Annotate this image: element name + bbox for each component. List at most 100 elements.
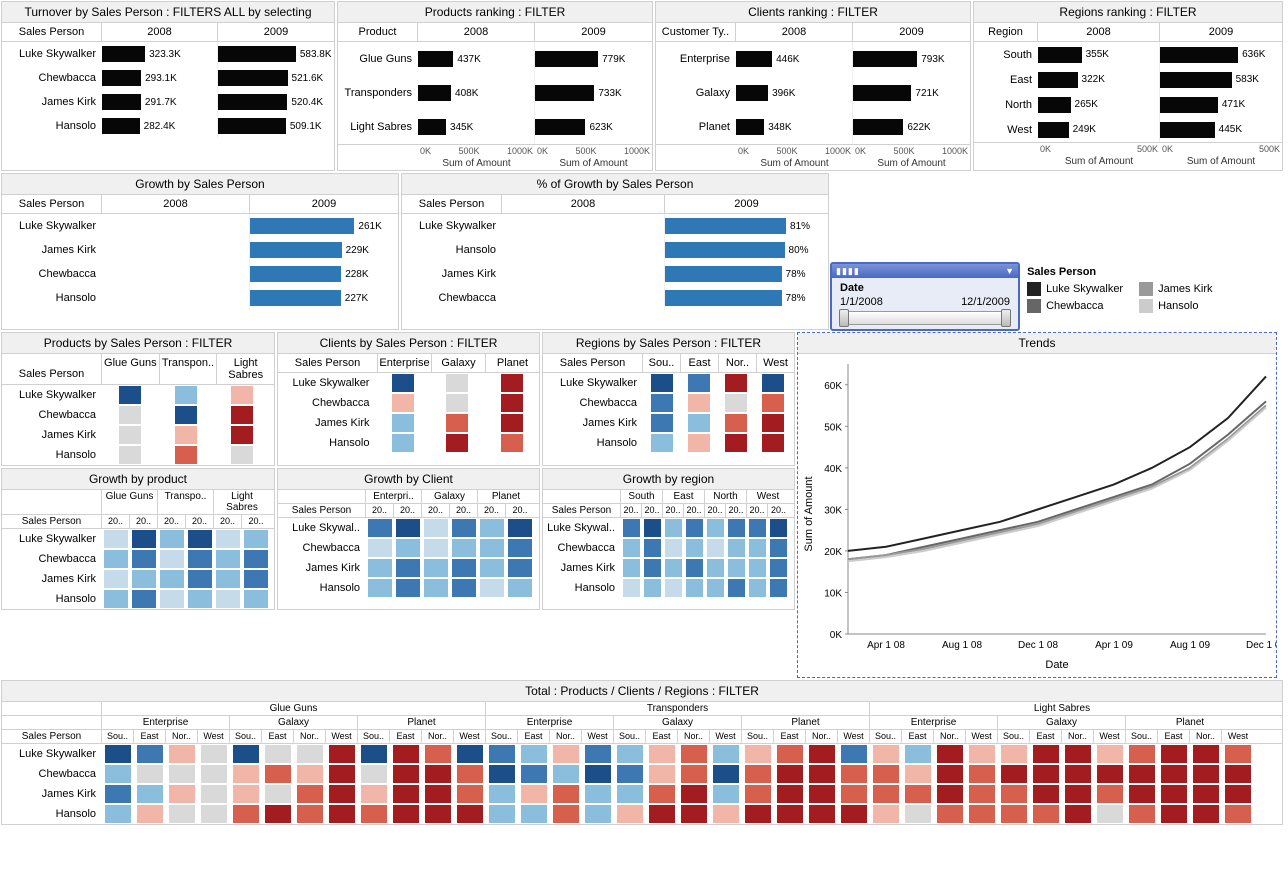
bar-cell[interactable] xyxy=(502,262,665,286)
table-row[interactable]: Hansolo xyxy=(2,445,274,465)
heat-cell[interactable] xyxy=(649,805,675,823)
region-header[interactable]: Sou.. xyxy=(358,730,390,743)
heat-cell[interactable] xyxy=(425,745,451,763)
region-header[interactable]: East xyxy=(1030,730,1062,743)
table-row[interactable]: Glue Guns437K779K xyxy=(338,42,652,76)
heat-cell[interactable] xyxy=(105,805,131,823)
heat-cell[interactable] xyxy=(501,414,523,432)
heat-cell[interactable] xyxy=(457,785,483,803)
legend-item[interactable]: James Kirk xyxy=(1139,282,1212,296)
bar-cell[interactable]: 348K xyxy=(736,110,853,144)
bar-cell[interactable] xyxy=(102,214,250,238)
heat-cell[interactable] xyxy=(623,519,640,537)
heat-cell[interactable] xyxy=(201,745,227,763)
heat-cell[interactable] xyxy=(937,805,963,823)
heat-cell[interactable] xyxy=(452,579,476,597)
heat-cell[interactable] xyxy=(297,805,323,823)
heat-cell[interactable] xyxy=(745,805,771,823)
heat-cell[interactable] xyxy=(585,745,611,763)
bar-cell[interactable]: 583K xyxy=(1160,67,1282,92)
table-row[interactable]: Chewbacca xyxy=(278,393,539,413)
heat-cell[interactable] xyxy=(873,745,899,763)
heat-cell[interactable] xyxy=(1097,805,1123,823)
heat-cell[interactable] xyxy=(119,406,141,424)
table-row[interactable]: West249K445K xyxy=(974,117,1282,142)
heat-cell[interactable] xyxy=(329,745,355,763)
heat-cell[interactable] xyxy=(425,785,451,803)
heat-cell[interactable] xyxy=(644,579,661,597)
bar-cell[interactable]: 265K xyxy=(1038,92,1160,117)
bar-cell[interactable]: 78% xyxy=(665,286,828,310)
heat-cell[interactable] xyxy=(681,805,707,823)
heat-cell[interactable] xyxy=(425,805,451,823)
table-row[interactable]: Luke Skywalker xyxy=(2,385,274,405)
group-header[interactable]: East xyxy=(663,490,705,503)
heat-cell[interactable] xyxy=(1129,745,1155,763)
heat-cell[interactable] xyxy=(216,530,240,548)
heat-cell[interactable] xyxy=(725,414,747,432)
heat-cell[interactable] xyxy=(201,785,227,803)
heat-cell[interactable] xyxy=(728,539,745,557)
region-header[interactable]: Nor.. xyxy=(934,730,966,743)
region-header[interactable]: West xyxy=(1222,730,1254,743)
col-2009[interactable]: 2009 xyxy=(665,195,828,213)
heat-cell[interactable] xyxy=(297,765,323,783)
region-header[interactable]: Nor.. xyxy=(422,730,454,743)
heat-cell[interactable] xyxy=(745,745,771,763)
heat-cell[interactable] xyxy=(216,590,240,608)
heat-cell[interactable] xyxy=(770,539,787,557)
heat-cell[interactable] xyxy=(169,785,195,803)
table-row[interactable]: Chewbacca xyxy=(543,538,794,558)
heat-cell[interactable] xyxy=(169,805,195,823)
heat-cell[interactable] xyxy=(553,765,579,783)
table-row[interactable]: Transponders408K733K xyxy=(338,76,652,110)
heat-cell[interactable] xyxy=(329,785,355,803)
heat-cell[interactable] xyxy=(770,579,787,597)
client-header[interactable]: Planet xyxy=(742,716,870,729)
heat-cell[interactable] xyxy=(361,745,387,763)
bar-cell[interactable] xyxy=(502,238,665,262)
heat-cell[interactable] xyxy=(713,785,739,803)
heat-cell[interactable] xyxy=(686,539,703,557)
region-header[interactable]: Nor.. xyxy=(166,730,198,743)
heat-cell[interactable] xyxy=(728,559,745,577)
heat-cell[interactable] xyxy=(905,785,931,803)
heat-cell[interactable] xyxy=(969,785,995,803)
table-row[interactable]: James Kirk291.7K520.4K xyxy=(2,90,334,114)
heat-cell[interactable] xyxy=(265,745,291,763)
bar-cell[interactable]: 323.3K xyxy=(102,42,218,66)
heat-cell[interactable] xyxy=(104,550,128,568)
bar-cell[interactable]: 81% xyxy=(665,214,828,238)
bar-cell[interactable]: 227K xyxy=(250,286,398,310)
legend-item[interactable]: Luke Skywalker xyxy=(1027,282,1123,296)
heat-cell[interactable] xyxy=(777,765,803,783)
heat-cell[interactable] xyxy=(1065,805,1091,823)
heat-cell[interactable] xyxy=(809,765,835,783)
heat-cell[interactable] xyxy=(1129,785,1155,803)
heat-cell[interactable] xyxy=(905,805,931,823)
heat-cell[interactable] xyxy=(361,805,387,823)
table-row[interactable]: Luke Skywalker261K xyxy=(2,214,398,238)
bar-cell[interactable]: 622K xyxy=(853,110,970,144)
heat-cell[interactable] xyxy=(1065,765,1091,783)
region-header[interactable]: Nor.. xyxy=(550,730,582,743)
heat-cell[interactable] xyxy=(396,539,420,557)
heat-cell[interactable] xyxy=(480,519,504,537)
heat-cell[interactable] xyxy=(777,785,803,803)
col-2008[interactable]: 2008 xyxy=(102,195,250,213)
heat-cell[interactable] xyxy=(361,785,387,803)
heat-cell[interactable] xyxy=(651,374,673,392)
heat-cell[interactable] xyxy=(873,765,899,783)
col-header[interactable]: Glue Guns xyxy=(102,354,160,384)
heat-cell[interactable] xyxy=(452,539,476,557)
region-header[interactable]: Sou.. xyxy=(742,730,774,743)
heat-cell[interactable] xyxy=(137,765,163,783)
table-row[interactable]: Luke Skywal.. xyxy=(278,518,539,538)
heat-cell[interactable] xyxy=(553,745,579,763)
region-header[interactable]: East xyxy=(134,730,166,743)
heat-cell[interactable] xyxy=(457,805,483,823)
heat-cell[interactable] xyxy=(623,579,640,597)
region-header[interactable]: West xyxy=(198,730,230,743)
heat-cell[interactable] xyxy=(104,590,128,608)
client-header[interactable]: Enterprise xyxy=(870,716,998,729)
